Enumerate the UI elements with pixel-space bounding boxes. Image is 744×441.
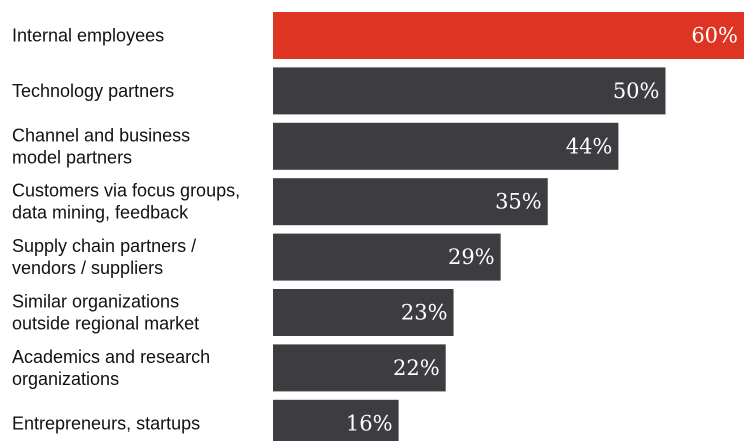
category-label-5-line-1: outside regional market xyxy=(12,314,199,334)
category-label-5: Similar organizations outside regional ma… xyxy=(12,292,199,334)
category-label-3-line-0: Customers via focus groups, xyxy=(12,181,240,201)
category-label-3-line-1: data mining, feedback xyxy=(12,203,189,223)
category-label-4: Supply chain partners / vendors / supplie… xyxy=(12,236,196,278)
category-label-2: Channel and business model partners xyxy=(12,125,190,167)
category-label-6-line-0: Academics and research xyxy=(12,347,210,367)
category-label-2-line-1: model partners xyxy=(12,147,132,167)
category-label-0: Internal employees xyxy=(12,26,164,46)
category-label-1: Technology partners xyxy=(12,81,174,101)
category-label-1-line-0: Technology partners xyxy=(12,81,174,101)
bar-0 xyxy=(273,12,744,59)
bar-4 xyxy=(273,233,501,281)
bar-2 xyxy=(273,122,619,170)
value-labels-group: 60% 50% 44% 35% 29% 23% 22% 16% xyxy=(346,24,738,436)
value-label-7: 16% xyxy=(346,411,393,435)
bars-group xyxy=(273,12,744,441)
bar-5 xyxy=(273,289,454,336)
category-labels-group: Internal employees Technology partners Cha… xyxy=(12,26,240,434)
category-label-6-line-1: organizations xyxy=(12,369,119,389)
value-label-3: 35% xyxy=(495,190,542,214)
category-label-5-line-0: Similar organizations xyxy=(12,292,179,312)
category-label-4-line-0: Supply chain partners / xyxy=(12,236,196,256)
bar-3 xyxy=(273,178,548,226)
bar-7 xyxy=(273,399,399,441)
bar-1 xyxy=(273,67,666,115)
value-label-6: 22% xyxy=(393,356,440,380)
category-label-3: Customers via focus groups, data mining, … xyxy=(12,181,240,223)
category-label-2-line-0: Channel and business xyxy=(12,125,190,145)
value-label-0: 60% xyxy=(691,24,738,48)
value-label-4: 29% xyxy=(448,245,495,269)
bar-6 xyxy=(273,344,446,392)
category-label-0-line-0: Internal employees xyxy=(12,26,164,46)
category-label-7: Entrepreneurs, startups xyxy=(12,413,200,433)
category-label-4-line-1: vendors / suppliers xyxy=(12,258,163,278)
value-label-1: 50% xyxy=(613,79,660,103)
value-label-5: 23% xyxy=(401,301,448,325)
value-label-2: 44% xyxy=(566,134,613,158)
category-label-7-line-0: Entrepreneurs, startups xyxy=(12,413,200,433)
category-label-6: Academics and research organizations xyxy=(12,347,210,389)
